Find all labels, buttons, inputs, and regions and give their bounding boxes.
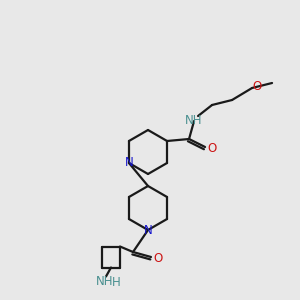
Text: N: N [144,224,152,236]
Text: H: H [112,276,120,289]
Text: O: O [153,253,163,266]
Text: O: O [207,142,217,154]
Text: NH: NH [185,113,203,127]
Text: N: N [124,157,133,169]
Text: NH: NH [96,275,114,288]
Text: O: O [252,80,262,94]
